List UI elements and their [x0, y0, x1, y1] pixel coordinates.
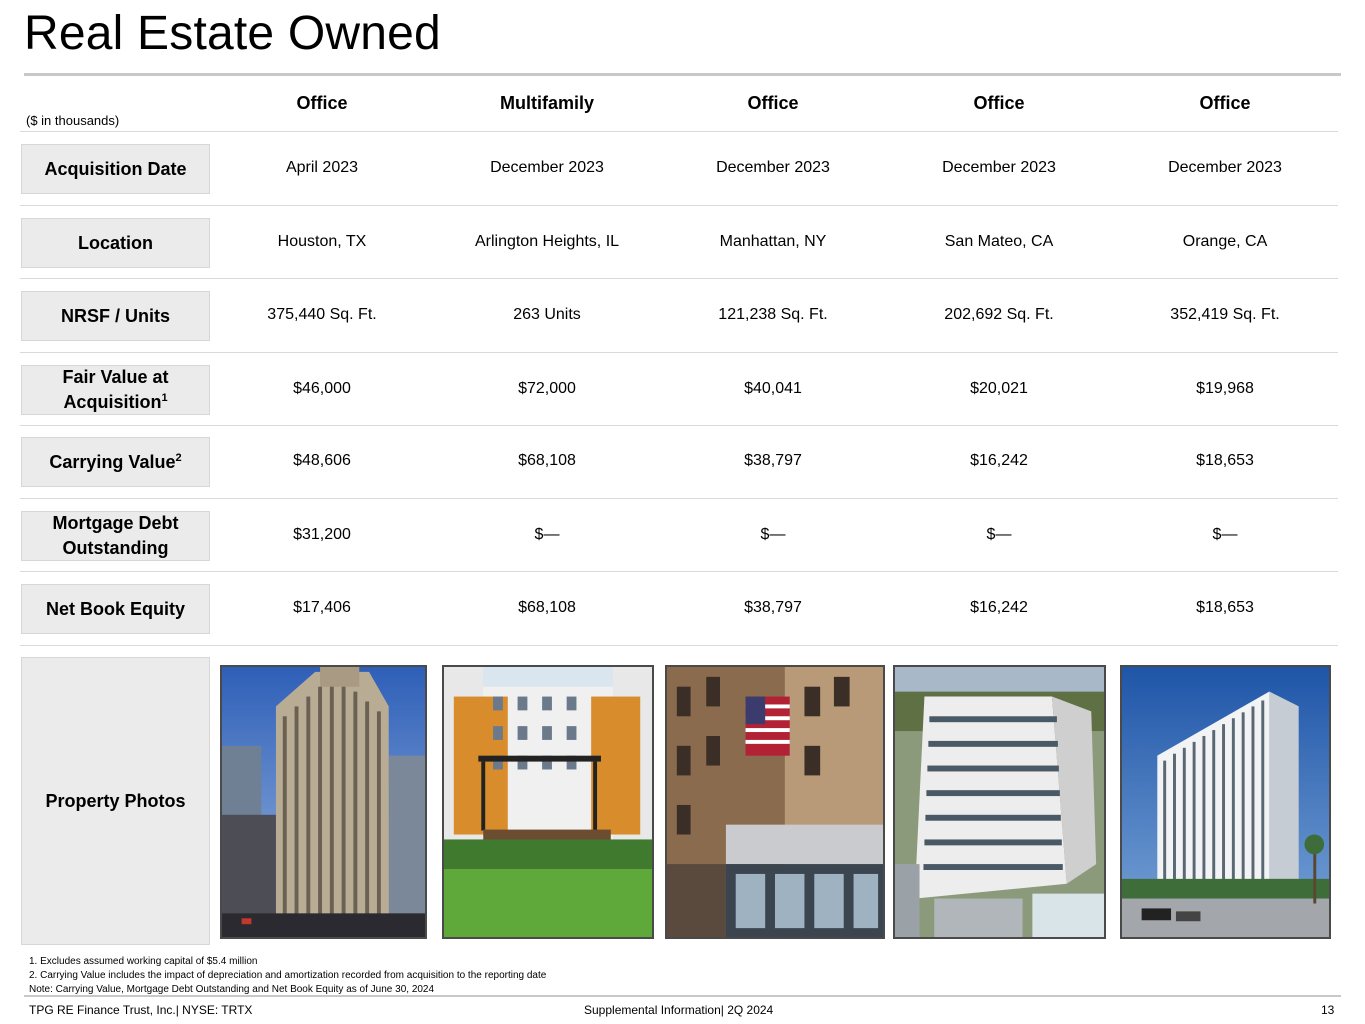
net-book-equity-cell: $16,242	[970, 599, 1028, 616]
net-book-equity-cell: $68,108	[518, 599, 576, 616]
mortgage-debt-label-line2: Outstanding	[62, 538, 169, 558]
footnote-ref-1: 1	[161, 392, 168, 404]
property-photo-san-mateo	[893, 665, 1106, 939]
mortgage-debt-cell: $31,200	[293, 526, 351, 543]
mortgage-debt-cell: $—	[760, 526, 786, 543]
acquisition-date-cell: April 2023	[285, 159, 359, 176]
page-number: 13	[1321, 1003, 1335, 1017]
fair-value-label-line2: Acquisition1	[63, 392, 168, 412]
fair-value-cell: $72,000	[518, 380, 576, 397]
row-label-acquisition-date: Acquisition Date	[21, 144, 210, 194]
nrsf-units-cell: 263 Units	[513, 306, 581, 323]
fair-value-label-line1: Fair Value at	[62, 367, 169, 387]
acquisition-date-cell: December 2023	[490, 159, 604, 176]
location-cell: San Mateo, CA	[944, 233, 1054, 250]
property-photo-arlington-heights	[442, 665, 654, 939]
location-cell: Orange, CA	[1182, 233, 1268, 250]
footnotes: 1. Excludes assumed working capital of $…	[29, 955, 546, 997]
footer-company: TPG RE Finance Trust, Inc.| NYSE: TRTX	[29, 1003, 253, 1017]
mortgage-debt-label-line1: Mortgage Debt	[52, 513, 179, 533]
fair-value-cell: $20,021	[970, 380, 1028, 397]
net-book-equity-cell: $38,797	[744, 599, 802, 616]
carrying-value-cell: $16,242	[970, 452, 1028, 469]
property-photo-houston	[220, 665, 427, 939]
column-header-5: Office	[1199, 93, 1251, 113]
row-label-location: Location	[21, 218, 210, 268]
footnote-1: 1. Excludes assumed working capital of $…	[29, 956, 258, 967]
row-divider	[20, 498, 1338, 499]
nrsf-units-cell: 121,238 Sq. Ft.	[718, 306, 828, 323]
row-label-net-book-equity: Net Book Equity	[21, 584, 210, 634]
carrying-value-cell: $38,797	[744, 452, 802, 469]
nrsf-units-cell: 352,419 Sq. Ft.	[1170, 306, 1280, 323]
property-photo-manhattan	[665, 665, 885, 939]
net-book-equity-cell: $17,406	[293, 599, 351, 616]
fair-value-cell: $40,041	[744, 380, 802, 397]
fair-value-cell: $19,968	[1196, 380, 1254, 397]
row-divider	[20, 571, 1338, 572]
row-divider	[20, 425, 1338, 426]
row-divider	[20, 205, 1338, 206]
location-cell: Houston, TX	[277, 233, 367, 250]
row-divider	[20, 352, 1338, 353]
mortgage-debt-cell: $—	[1212, 526, 1238, 543]
net-book-equity-cell: $18,653	[1196, 599, 1254, 616]
column-header-3: Office	[747, 93, 799, 113]
acquisition-date-cell: December 2023	[1168, 159, 1282, 176]
nrsf-units-cell: 375,440 Sq. Ft.	[267, 306, 377, 323]
location-cell: Arlington Heights, IL	[474, 233, 620, 250]
mortgage-debt-cell: $—	[534, 526, 560, 543]
column-header-1: Office	[296, 93, 348, 113]
row-divider	[20, 645, 1338, 646]
row-label-fair-value: Fair Value at Acquisition1	[21, 365, 210, 415]
row-divider	[20, 278, 1338, 279]
fair-value-cell: $46,000	[293, 380, 351, 397]
footer-divider	[24, 995, 1341, 997]
column-header-2: Multifamily	[499, 93, 594, 113]
row-divider	[20, 131, 1338, 132]
property-photo-orange	[1120, 665, 1331, 939]
footnote-note: Note: Carrying Value, Mortgage Debt Outs…	[29, 984, 435, 995]
column-header-4: Office	[973, 93, 1025, 113]
page-title: Real Estate Owned	[24, 7, 441, 60]
acquisition-date-cell: December 2023	[942, 159, 1056, 176]
title-divider	[24, 73, 1341, 76]
location-cell: Manhattan, NY	[719, 233, 827, 250]
acquisition-date-cell: December 2023	[716, 159, 830, 176]
row-label-mortgage-debt: Mortgage Debt Outstanding	[21, 511, 210, 561]
mortgage-debt-cell: $—	[986, 526, 1012, 543]
row-label-carrying-value: Carrying Value2	[21, 437, 210, 487]
carrying-value-cell: $48,606	[293, 452, 351, 469]
footer-center: Supplemental Information| 2Q 2024	[584, 1003, 774, 1017]
row-label-property-photos: Property Photos	[21, 657, 210, 945]
footnote-2: 2. Carrying Value includes the impact of…	[29, 970, 547, 981]
nrsf-units-cell: 202,692 Sq. Ft.	[944, 306, 1054, 323]
carrying-value-cell: $18,653	[1196, 452, 1254, 469]
row-label-nrsf-units: NRSF / Units	[21, 291, 210, 341]
carrying-value-cell: $68,108	[518, 452, 576, 469]
units-note: ($ in thousands)	[26, 113, 120, 128]
footnote-ref-2: 2	[175, 451, 182, 464]
